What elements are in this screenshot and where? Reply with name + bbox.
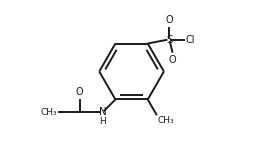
- Text: O: O: [76, 87, 83, 97]
- Text: CH₃: CH₃: [40, 108, 57, 117]
- Text: H: H: [99, 117, 105, 126]
- Text: S: S: [166, 35, 172, 45]
- Text: CH₃: CH₃: [158, 116, 174, 125]
- Text: N: N: [99, 107, 106, 117]
- Text: O: O: [166, 15, 173, 25]
- Text: Cl: Cl: [185, 35, 195, 45]
- Text: O: O: [169, 55, 177, 65]
